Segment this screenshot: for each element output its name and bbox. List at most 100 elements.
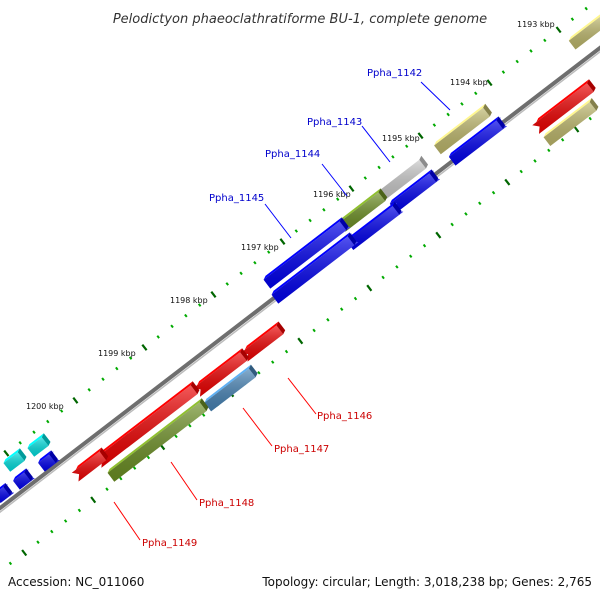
outer-tick: [543, 38, 547, 43]
outer-tick: [225, 282, 229, 286]
inner-tick: [312, 328, 316, 333]
inner-tick: [491, 190, 496, 195]
outer-tick: [46, 419, 50, 424]
inner-tick: [105, 487, 109, 491]
scale-label-1199: 1199 kbp: [98, 349, 136, 358]
outer-tick: [210, 291, 217, 298]
outer-tick: [294, 229, 299, 233]
gene-label-ppha-1142[interactable]: Ppha_1142: [367, 68, 422, 79]
inner-tick: [119, 476, 123, 481]
gene-label-ppha-1148[interactable]: Ppha_1148: [199, 498, 254, 509]
leader-ppha-1145: [264, 203, 292, 239]
gene-ppha-1144-feature[interactable]: [338, 188, 388, 232]
inner-tick: [504, 178, 511, 186]
outer-tick: [391, 155, 395, 159]
gene-blue-left-2[interactable]: [13, 468, 35, 490]
outer-tick: [101, 377, 105, 381]
gene-cyan-left-1[interactable]: [27, 433, 51, 457]
inner-tick: [257, 370, 261, 375]
outer-tick: [184, 313, 188, 318]
gene-blue-left-3[interactable]: [0, 483, 15, 503]
gene-cyan-left-2[interactable]: [3, 448, 27, 472]
outer-tick: [197, 303, 202, 307]
gene-khaki-top-right[interactable]: [568, 13, 600, 50]
gene-blue-1143b[interactable]: [389, 169, 441, 213]
label-leaders: [113, 81, 451, 541]
gene-ppha-1146b[interactable]: [193, 348, 249, 397]
gene-label-ppha-1143[interactable]: Ppha_1143: [307, 117, 362, 128]
outer-tick: [308, 218, 312, 223]
gene-ppha-1148b[interactable]: [107, 398, 209, 482]
leader-ppha-1148: [170, 461, 198, 501]
scale-label-1196: 1196 kbp: [313, 190, 351, 199]
leader-ppha-1149: [113, 501, 141, 541]
outer-tick: [128, 356, 133, 360]
gene-khaki-right[interactable]: [543, 98, 599, 146]
outer-tick: [417, 132, 424, 140]
gene-blue-1142b[interactable]: [448, 116, 508, 166]
inner-tick: [533, 159, 537, 163]
outer-tick: [460, 102, 464, 106]
inner-tick: [36, 540, 40, 545]
inner-tick: [366, 284, 373, 292]
inner-tick: [326, 318, 330, 322]
gene-blue-1145c[interactable]: [271, 232, 359, 304]
gene-features: [0, 13, 600, 503]
outer-tick: [432, 123, 437, 127]
scale-label-1194: 1194 kbp: [450, 78, 488, 87]
inner-tick: [50, 529, 54, 534]
inner-tick: [478, 201, 482, 206]
gene-ppha-1145-feature[interactable]: [263, 217, 351, 289]
accession-text: Accession: NC_011060: [8, 575, 144, 589]
leader-ppha-1147: [242, 407, 273, 447]
inner-tick: [201, 413, 206, 417]
outer-tick: [377, 165, 381, 170]
inner-tick: [188, 423, 192, 428]
gene-ppha-1147-feature[interactable]: [204, 364, 258, 412]
inner-tick: [284, 349, 289, 354]
outer-tick: [59, 409, 64, 413]
inner-tick: [560, 138, 565, 142]
gene-blue-left-1[interactable]: [38, 450, 60, 472]
inner-tick: [77, 508, 82, 513]
inner-tick: [435, 231, 442, 239]
inner-tick: [90, 496, 97, 504]
gene-ppha-1143-feature[interactable]: [378, 155, 428, 201]
outer-tick: [87, 388, 91, 392]
outer-tick: [335, 197, 340, 201]
gene-ppha-1146-feature[interactable]: [240, 321, 286, 362]
outer-tick: [348, 185, 355, 193]
outer-tick: [474, 91, 478, 96]
outer-tick: [156, 335, 160, 339]
gene-blue-1145b[interactable]: [346, 202, 404, 250]
leader-ppha-1146: [287, 377, 317, 415]
gene-ppha-1148-feature[interactable]: [94, 381, 200, 468]
outer-tick: [501, 70, 506, 74]
outer-tick: [529, 49, 533, 53]
scale-label-1198: 1198 kbp: [170, 296, 208, 305]
gene-label-ppha-1145[interactable]: Ppha_1145: [209, 193, 264, 204]
inner-tick: [8, 561, 13, 566]
outer-tick: [363, 176, 368, 180]
outer-tick: [570, 17, 575, 21]
outer-tick: [18, 441, 22, 445]
map-title: Pelodictyon phaeoclathratiforme BU-1, co…: [113, 12, 487, 27]
outer-tick: [253, 260, 257, 265]
outer-tick: [584, 6, 588, 11]
outer-tick: [3, 449, 10, 457]
gene-label-ppha-1149[interactable]: Ppha_1149: [142, 538, 197, 549]
gene-ppha-1142-feature[interactable]: [434, 103, 492, 155]
gene-label-ppha-1146[interactable]: Ppha_1146: [317, 411, 372, 422]
inner-tick: [174, 434, 178, 439]
scale-label-1200: 1200 kbp: [26, 402, 64, 411]
genome-summary-text: Topology: circular; Length: 3,018,238 bp…: [261, 575, 592, 589]
inner-tick: [573, 125, 580, 133]
gene-label-ppha-1147[interactable]: Ppha_1147: [274, 444, 329, 455]
gene-ppha-1149-feature[interactable]: [71, 447, 109, 482]
outer-tick: [322, 208, 326, 212]
gene-label-ppha-1144[interactable]: Ppha_1144: [265, 149, 320, 160]
inner-tick: [63, 519, 68, 523]
inner-tick: [21, 549, 28, 557]
gene-red-top-right[interactable]: [532, 79, 596, 134]
